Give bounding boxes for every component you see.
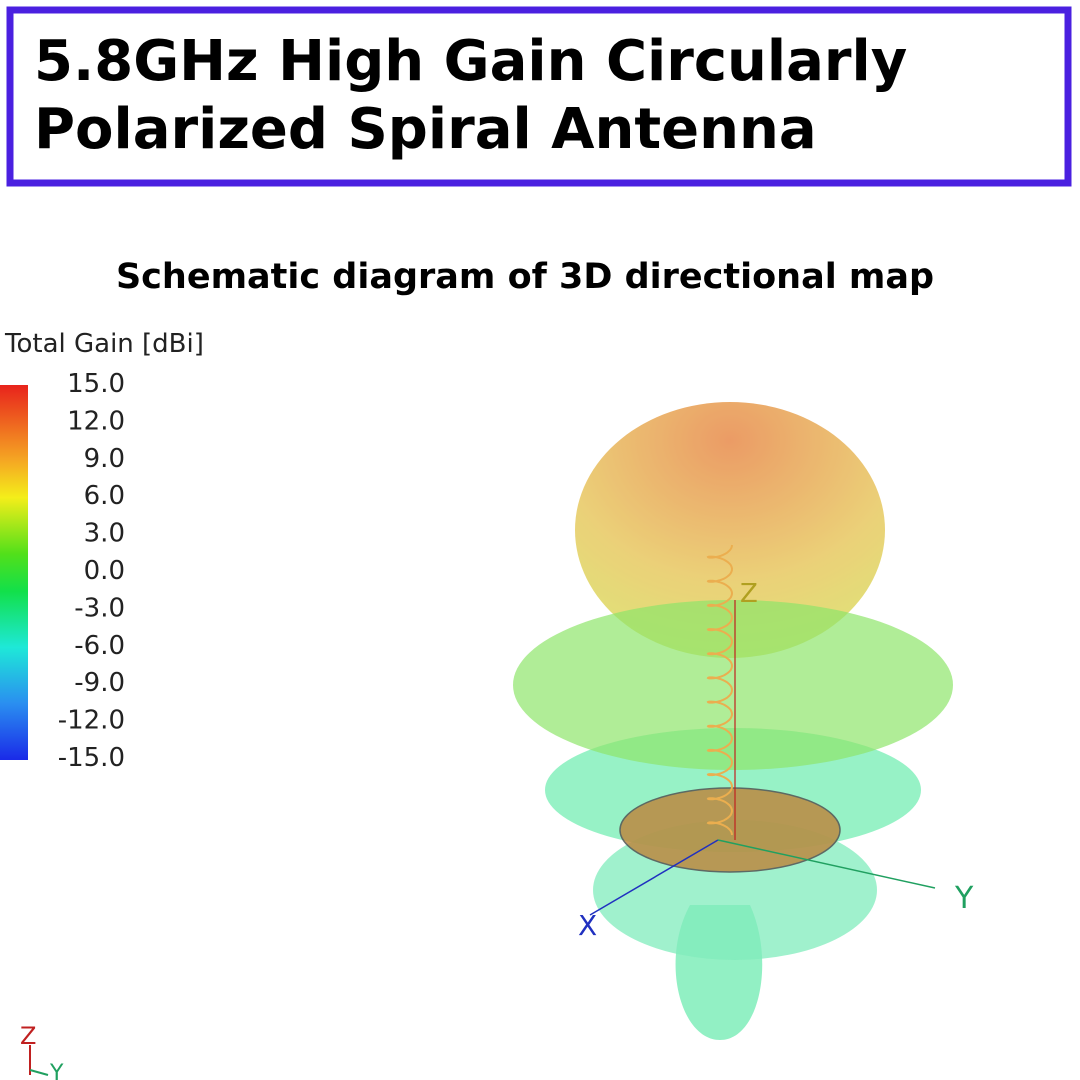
title-line: 5.8GHz High Gain Circularly bbox=[34, 29, 907, 94]
title-line: Polarized Spiral Antenna bbox=[34, 97, 817, 162]
colorbar-tick-label: -6.0 bbox=[74, 631, 125, 661]
colorbar-tick-label: -9.0 bbox=[74, 668, 125, 698]
axis-label: Y bbox=[954, 881, 974, 916]
colorbar-tick-label: -15.0 bbox=[58, 743, 125, 773]
radiation-pattern bbox=[513, 402, 953, 1040]
colorbar-tick-label: 3.0 bbox=[84, 519, 125, 549]
axis-label: Z bbox=[740, 579, 758, 609]
colorbar-tick-label: 15.0 bbox=[67, 369, 125, 399]
corner-axis-label: Y bbox=[49, 1061, 64, 1080]
colorbar-tick-label: 9.0 bbox=[84, 444, 125, 474]
colorbar-tick-label: -12.0 bbox=[58, 706, 125, 736]
colorbar-tick-label: 0.0 bbox=[84, 556, 125, 586]
colorbar-tick-label: -3.0 bbox=[74, 593, 125, 623]
legend-title: Total Gain [dBi] bbox=[4, 329, 204, 359]
axis-label: X bbox=[578, 909, 597, 942]
corner-axis-label: Z bbox=[20, 1022, 36, 1050]
colorbar bbox=[0, 385, 28, 760]
title-box bbox=[6, 6, 1072, 187]
colorbar-tick-label: 12.0 bbox=[67, 406, 125, 436]
subtitle: Schematic diagram of 3D directional map bbox=[116, 257, 934, 297]
colorbar-tick-label: 6.0 bbox=[84, 481, 125, 511]
